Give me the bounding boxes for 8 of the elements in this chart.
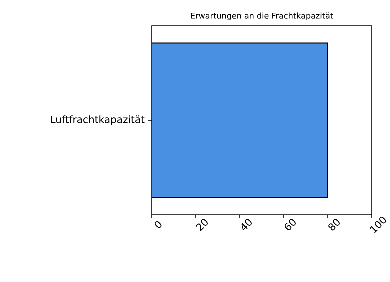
chart-title: Erwartungen an die Frachtkapazität [191,12,334,20]
x-tick-label: 20 [196,219,208,232]
x-tick-label: 100 [370,217,386,234]
x-tick-label: 40 [242,219,252,230]
y-tick-label: Luftfrachtkapazität [51,116,145,126]
x-tick-label: 0 [155,222,162,228]
x-tick-label: 60 [284,219,296,230]
x-tick-label: 80 [328,219,340,231]
